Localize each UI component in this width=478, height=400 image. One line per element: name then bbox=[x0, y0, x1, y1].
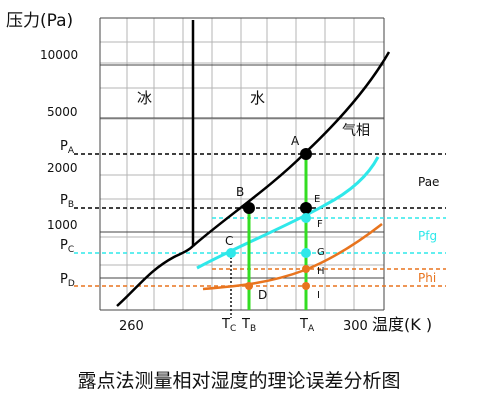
figure-caption: 露点法测量相对湿度的理论误差分析图 bbox=[77, 370, 401, 392]
pfg-curve bbox=[196, 156, 380, 270]
y-tick-2000: 2000 bbox=[47, 161, 78, 175]
vaporization-curve bbox=[192, 51, 391, 247]
y-tick-5000: 5000 bbox=[47, 105, 78, 119]
water-region-label: 水 bbox=[250, 89, 265, 107]
point-c-marker bbox=[226, 248, 236, 258]
y-tick-10000: 10000 bbox=[40, 48, 78, 62]
point-f-marker bbox=[301, 213, 311, 223]
point-f-label: F bbox=[317, 219, 323, 230]
x-tick-260: 260 bbox=[119, 319, 144, 334]
pfg-label: Pfg bbox=[418, 229, 437, 243]
point-h-label: H bbox=[317, 266, 325, 277]
pb-label: PB bbox=[60, 193, 74, 210]
grid bbox=[100, 18, 384, 310]
pa-label: PA bbox=[60, 139, 75, 156]
sublimation-curve bbox=[116, 245, 194, 307]
ta-label: TA bbox=[299, 317, 315, 334]
pc-label: PC bbox=[60, 238, 74, 255]
y-tick-1000: 1000 bbox=[47, 218, 78, 232]
point-g-marker bbox=[301, 248, 311, 258]
grid-major bbox=[99, 17, 385, 311]
ice-region-label: 冰 bbox=[137, 89, 152, 107]
pd-label: PD bbox=[60, 272, 75, 289]
y-axis-title: 压力(Pa) bbox=[6, 11, 73, 31]
point-i-marker bbox=[302, 282, 310, 290]
x-axis-title: 温度(K ) bbox=[372, 315, 432, 334]
point-b-marker bbox=[243, 202, 255, 214]
point-c-label: C bbox=[225, 234, 233, 248]
tc-label: TC bbox=[221, 317, 236, 334]
tb-label: TB bbox=[241, 317, 256, 334]
pae-label: Pae bbox=[418, 175, 439, 189]
point-b-label: B bbox=[236, 185, 244, 199]
point-h-marker bbox=[302, 265, 310, 273]
point-e-label: E bbox=[314, 194, 320, 205]
point-a-marker bbox=[300, 148, 312, 160]
point-d-label: D bbox=[258, 288, 267, 302]
point-g-label: G bbox=[317, 247, 325, 258]
point-a-label: A bbox=[291, 134, 300, 148]
x-tick-300: 300 bbox=[343, 319, 368, 334]
point-d-marker bbox=[245, 282, 253, 290]
phi-label: Phi bbox=[418, 271, 436, 285]
point-i-label: I bbox=[317, 290, 320, 301]
point-e-marker bbox=[300, 202, 312, 214]
vapor-region-label: 气相 bbox=[342, 123, 370, 139]
